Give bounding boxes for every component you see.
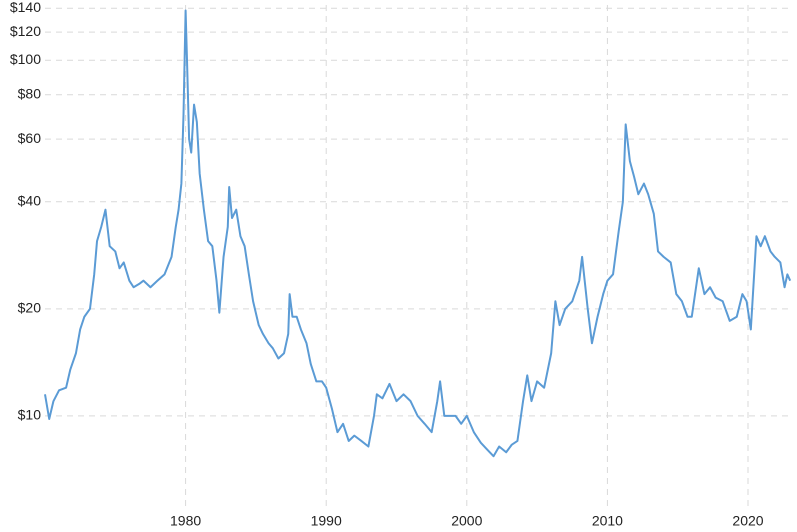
price-line: [44, 9, 792, 458]
y-tick-label: $80: [18, 85, 42, 101]
x-tick-label: 2010: [592, 513, 623, 529]
y-tick-label: $140: [10, 0, 41, 15]
x-tick-label: 1980: [170, 513, 201, 529]
y-tick-label: $60: [18, 130, 42, 146]
x-tick-label: 1990: [311, 513, 342, 529]
y-tick-label: $120: [10, 23, 41, 39]
y-tick-label: $40: [18, 192, 42, 208]
y-tick-label: $100: [10, 51, 41, 67]
x-tick-label: 2000: [451, 513, 482, 529]
x-tick-label: 2020: [732, 513, 763, 529]
y-tick-label: $10: [18, 407, 42, 423]
y-tick-label: $20: [18, 300, 42, 316]
